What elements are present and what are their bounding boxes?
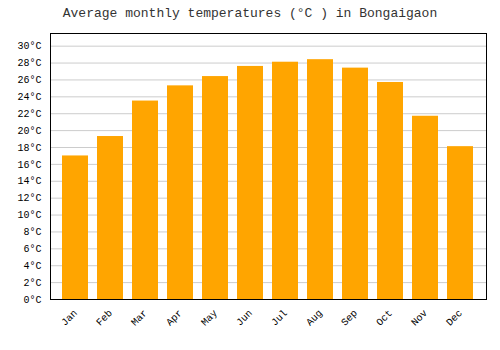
svg-text:6°C: 6°C xyxy=(23,244,41,255)
html-text:Average monthly temperatures (: Average monthly temperatures (°C ) in Bo… xyxy=(62,6,438,21)
svg-text:Jul: Jul xyxy=(269,308,290,329)
svg-text:Dec: Dec xyxy=(444,308,465,329)
svg-text:Oct: Oct xyxy=(374,308,395,329)
svg-text:12°C: 12°C xyxy=(17,193,41,204)
svg-text:28°C: 28°C xyxy=(17,58,41,69)
svg-text:10°C: 10°C xyxy=(17,210,41,221)
svg-text:Mar: Mar xyxy=(129,308,150,329)
svg-text:4°C: 4°C xyxy=(23,261,41,272)
svg-text:2°C: 2°C xyxy=(23,278,41,289)
svg-text:8°C: 8°C xyxy=(23,227,41,238)
svg-text:16°C: 16°C xyxy=(17,160,41,171)
svg-text:Jan: Jan xyxy=(59,308,80,329)
svg-text:Sep: Sep xyxy=(339,308,360,329)
svg-text:Aug: Aug xyxy=(304,308,325,329)
svg-text:14°C: 14°C xyxy=(17,176,41,187)
svg-text:Jun: Jun xyxy=(234,308,255,329)
svg-text:Apr: Apr xyxy=(164,308,185,329)
svg-text:24°C: 24°C xyxy=(17,92,41,103)
svg-text:30°C: 30°C xyxy=(17,41,41,52)
svg-text:Nov: Nov xyxy=(409,308,430,329)
svg-text:18°C: 18°C xyxy=(17,143,41,154)
svg-text:22°C: 22°C xyxy=(17,109,41,120)
svg-text:20°C: 20°C xyxy=(17,126,41,137)
svg-text:26°C: 26°C xyxy=(17,75,41,86)
svg-text:May: May xyxy=(199,308,220,329)
svg-text:Feb: Feb xyxy=(94,308,115,329)
svg-text:0°C: 0°C xyxy=(23,295,41,306)
